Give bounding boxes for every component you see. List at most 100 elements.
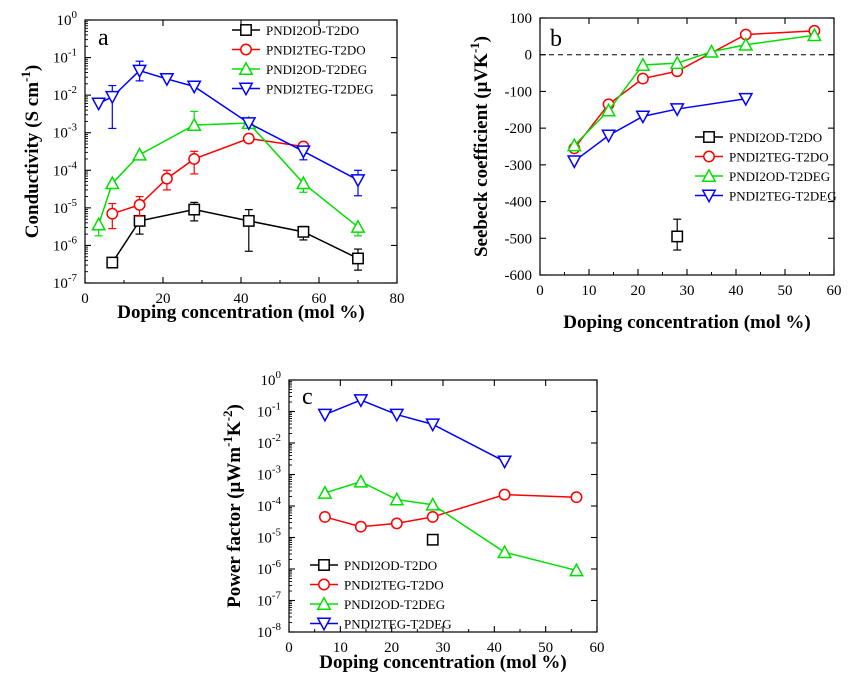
data-point (106, 207, 119, 220)
y-tick-label: 10-4 (53, 159, 78, 179)
legend-marker (240, 24, 252, 36)
data-point (104, 175, 120, 190)
data-point (350, 174, 366, 188)
legend-label: PNDI2OD-T2DEG (729, 169, 830, 184)
legend-entry-pndi2od-t2deg: PNDI2OD-T2DEG (695, 168, 830, 184)
panel-label: a (98, 25, 109, 51)
legend-entry-pndi2teg-t2deg: PNDI2TEG-T2DEG (695, 189, 837, 204)
data-point (188, 153, 201, 165)
panel-label: c (302, 384, 313, 410)
data-point (241, 117, 257, 131)
y-tick-label: -500 (505, 231, 533, 247)
legend-marker (318, 578, 330, 591)
data-point (566, 137, 582, 152)
panel-a-conductivity-chart: 0 20 40 60 80 10-7 10-6 10-5 10-4 10-3 10-2 10-1 100… (18, 9, 405, 323)
series-pndi2teg-t2do (318, 488, 583, 533)
plot-frame (84, 19, 398, 284)
x-tick-label: 80 (390, 291, 405, 307)
data-point (570, 491, 583, 504)
y-axis-title-ylabel-mid: K (224, 421, 245, 436)
data-point (497, 455, 513, 470)
legend-marker (240, 43, 252, 56)
legend-entry-pndi2teg-t2do: PNDI2TEG-T2DO (310, 578, 444, 593)
data-point (188, 203, 201, 216)
data-point (353, 394, 369, 408)
y-axis-title-ylabel-tail: ) (22, 65, 43, 71)
data-point (186, 80, 202, 95)
series-line (324, 480, 577, 572)
legend-marker (238, 61, 254, 75)
data-point (242, 214, 255, 227)
data-point (426, 533, 439, 546)
x-tick-label: 0 (536, 283, 544, 299)
legend-label: PNDI2OD-T2DO (344, 558, 437, 573)
x-tick-label: 60 (590, 640, 605, 656)
series-line (573, 98, 746, 162)
data-point (91, 216, 107, 231)
x-tick-label: 40 (234, 291, 249, 307)
series-pndi2od-t2do (106, 201, 364, 271)
y-tick-label: 10-7 (257, 590, 282, 610)
x-tick-label: 50 (538, 640, 553, 656)
legend-marker (316, 617, 332, 632)
legend-label: PNDI2OD-T2DEG (344, 597, 445, 612)
x-tick-label: 20 (384, 640, 399, 656)
data-point (738, 37, 754, 51)
data-point (704, 44, 719, 58)
y-tick-label: -200 (505, 121, 533, 137)
data-point (352, 252, 364, 265)
series-line (573, 34, 815, 146)
series-line (573, 30, 815, 149)
data-point (669, 55, 685, 70)
data-point (160, 172, 173, 185)
legend-marker (316, 596, 332, 610)
data-point (295, 175, 311, 190)
data-point (186, 117, 202, 131)
y-tick-label: -600 (505, 268, 533, 284)
x-tick-label: 50 (778, 283, 793, 299)
y-axis-title-ylabel-sup: -1 (220, 436, 235, 447)
y-tick-label: -400 (505, 195, 533, 211)
data-point (669, 103, 685, 117)
x-tick-label: 10 (333, 640, 348, 656)
plot-frame (288, 379, 598, 633)
data-point (104, 90, 120, 105)
data-point (133, 198, 146, 211)
data-point (425, 496, 441, 511)
x-tick-label: 0 (81, 291, 89, 307)
legend-entry-pndi2teg-t2do: PNDI2TEG-T2DO (695, 150, 829, 165)
data-point (806, 27, 822, 42)
series-line (97, 122, 359, 228)
x-tick-label: 40 (487, 640, 502, 656)
panel-label: b (550, 26, 562, 52)
data-point (601, 102, 617, 117)
data-point (159, 72, 175, 87)
x-tick-label: 40 (729, 283, 744, 299)
data-point (132, 146, 148, 161)
y-axis-title-ylabel-sup: -1 (18, 71, 33, 82)
y-tick-label: 10-6 (53, 234, 78, 254)
legend-label: PNDI2OD-T2DO (729, 130, 822, 145)
y-tick-label: 10-8 (257, 621, 282, 641)
data-point (425, 418, 441, 433)
y-axis-title-ylabel-sup2: -2 (220, 410, 235, 421)
series-pndi2od-t2deg (317, 473, 584, 577)
y-axis-title: Seebeck coefficient (μVK-1) (467, 36, 492, 257)
data-point (497, 544, 513, 559)
series-pndi2od-t2deg (91, 110, 366, 237)
y-axis-title-ylabel-tail: ) (224, 404, 245, 410)
legend-entry-pndi2od-t2do: PNDI2OD-T2DO (310, 558, 437, 573)
legend-entry-pndi2teg-t2do: PNDI2TEG-T2DO (232, 43, 366, 58)
legend-label: PNDI2TEG-T2DO (344, 578, 444, 593)
data-point (133, 214, 146, 227)
data-point (242, 132, 255, 145)
x-tick-label: 30 (680, 283, 695, 299)
data-point (91, 97, 107, 112)
data-point (671, 230, 684, 243)
data-point (389, 491, 405, 506)
y-tick-label: -100 (505, 84, 533, 100)
data-point (636, 72, 649, 85)
legend-label: PNDI2TEG-T2DO (729, 150, 829, 165)
data-point (295, 145, 311, 160)
y-tick-label: 100 (510, 11, 533, 27)
